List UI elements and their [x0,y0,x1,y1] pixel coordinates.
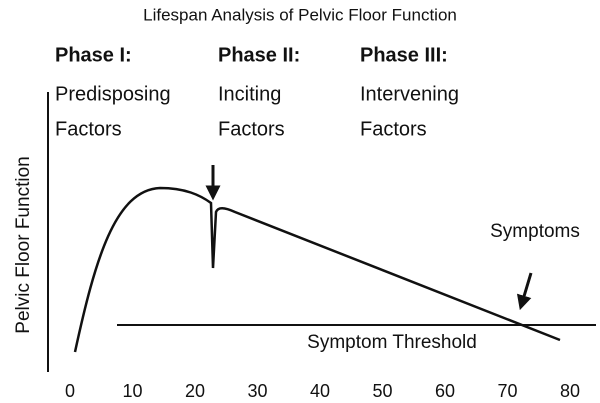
x-tick-label: 70 [497,381,517,401]
threshold-label: Symptom Threshold [307,332,477,353]
phase-description: Predisposing [55,83,171,105]
x-tick-label: 50 [372,381,392,401]
x-tick-label: 10 [122,381,142,401]
phase-heading: Phase I: [55,44,132,66]
title: Lifespan Analysis of Pelvic Floor Functi… [143,5,457,24]
x-tick-label: 80 [560,381,580,401]
x-tick-label: 40 [310,381,330,401]
phase-heading: Phase III: [360,44,448,66]
phase-description: Inciting [218,83,281,105]
x-tick-label: 20 [185,381,205,401]
phase-description: Factors [218,118,285,140]
symptoms-label: Symptoms [490,221,580,242]
x-tick-label: 30 [247,381,267,401]
x-tick-label: 60 [435,381,455,401]
phase-heading: Phase II: [218,44,300,66]
x-tick-label: 0 [65,381,75,401]
y-axis-label: Pelvic Floor Function [13,156,34,333]
phase-description: Factors [55,118,122,140]
function-curve [73,186,561,353]
phase-description: Intervening [360,83,459,105]
phase-description: Factors [360,118,427,140]
arrow [516,272,533,311]
